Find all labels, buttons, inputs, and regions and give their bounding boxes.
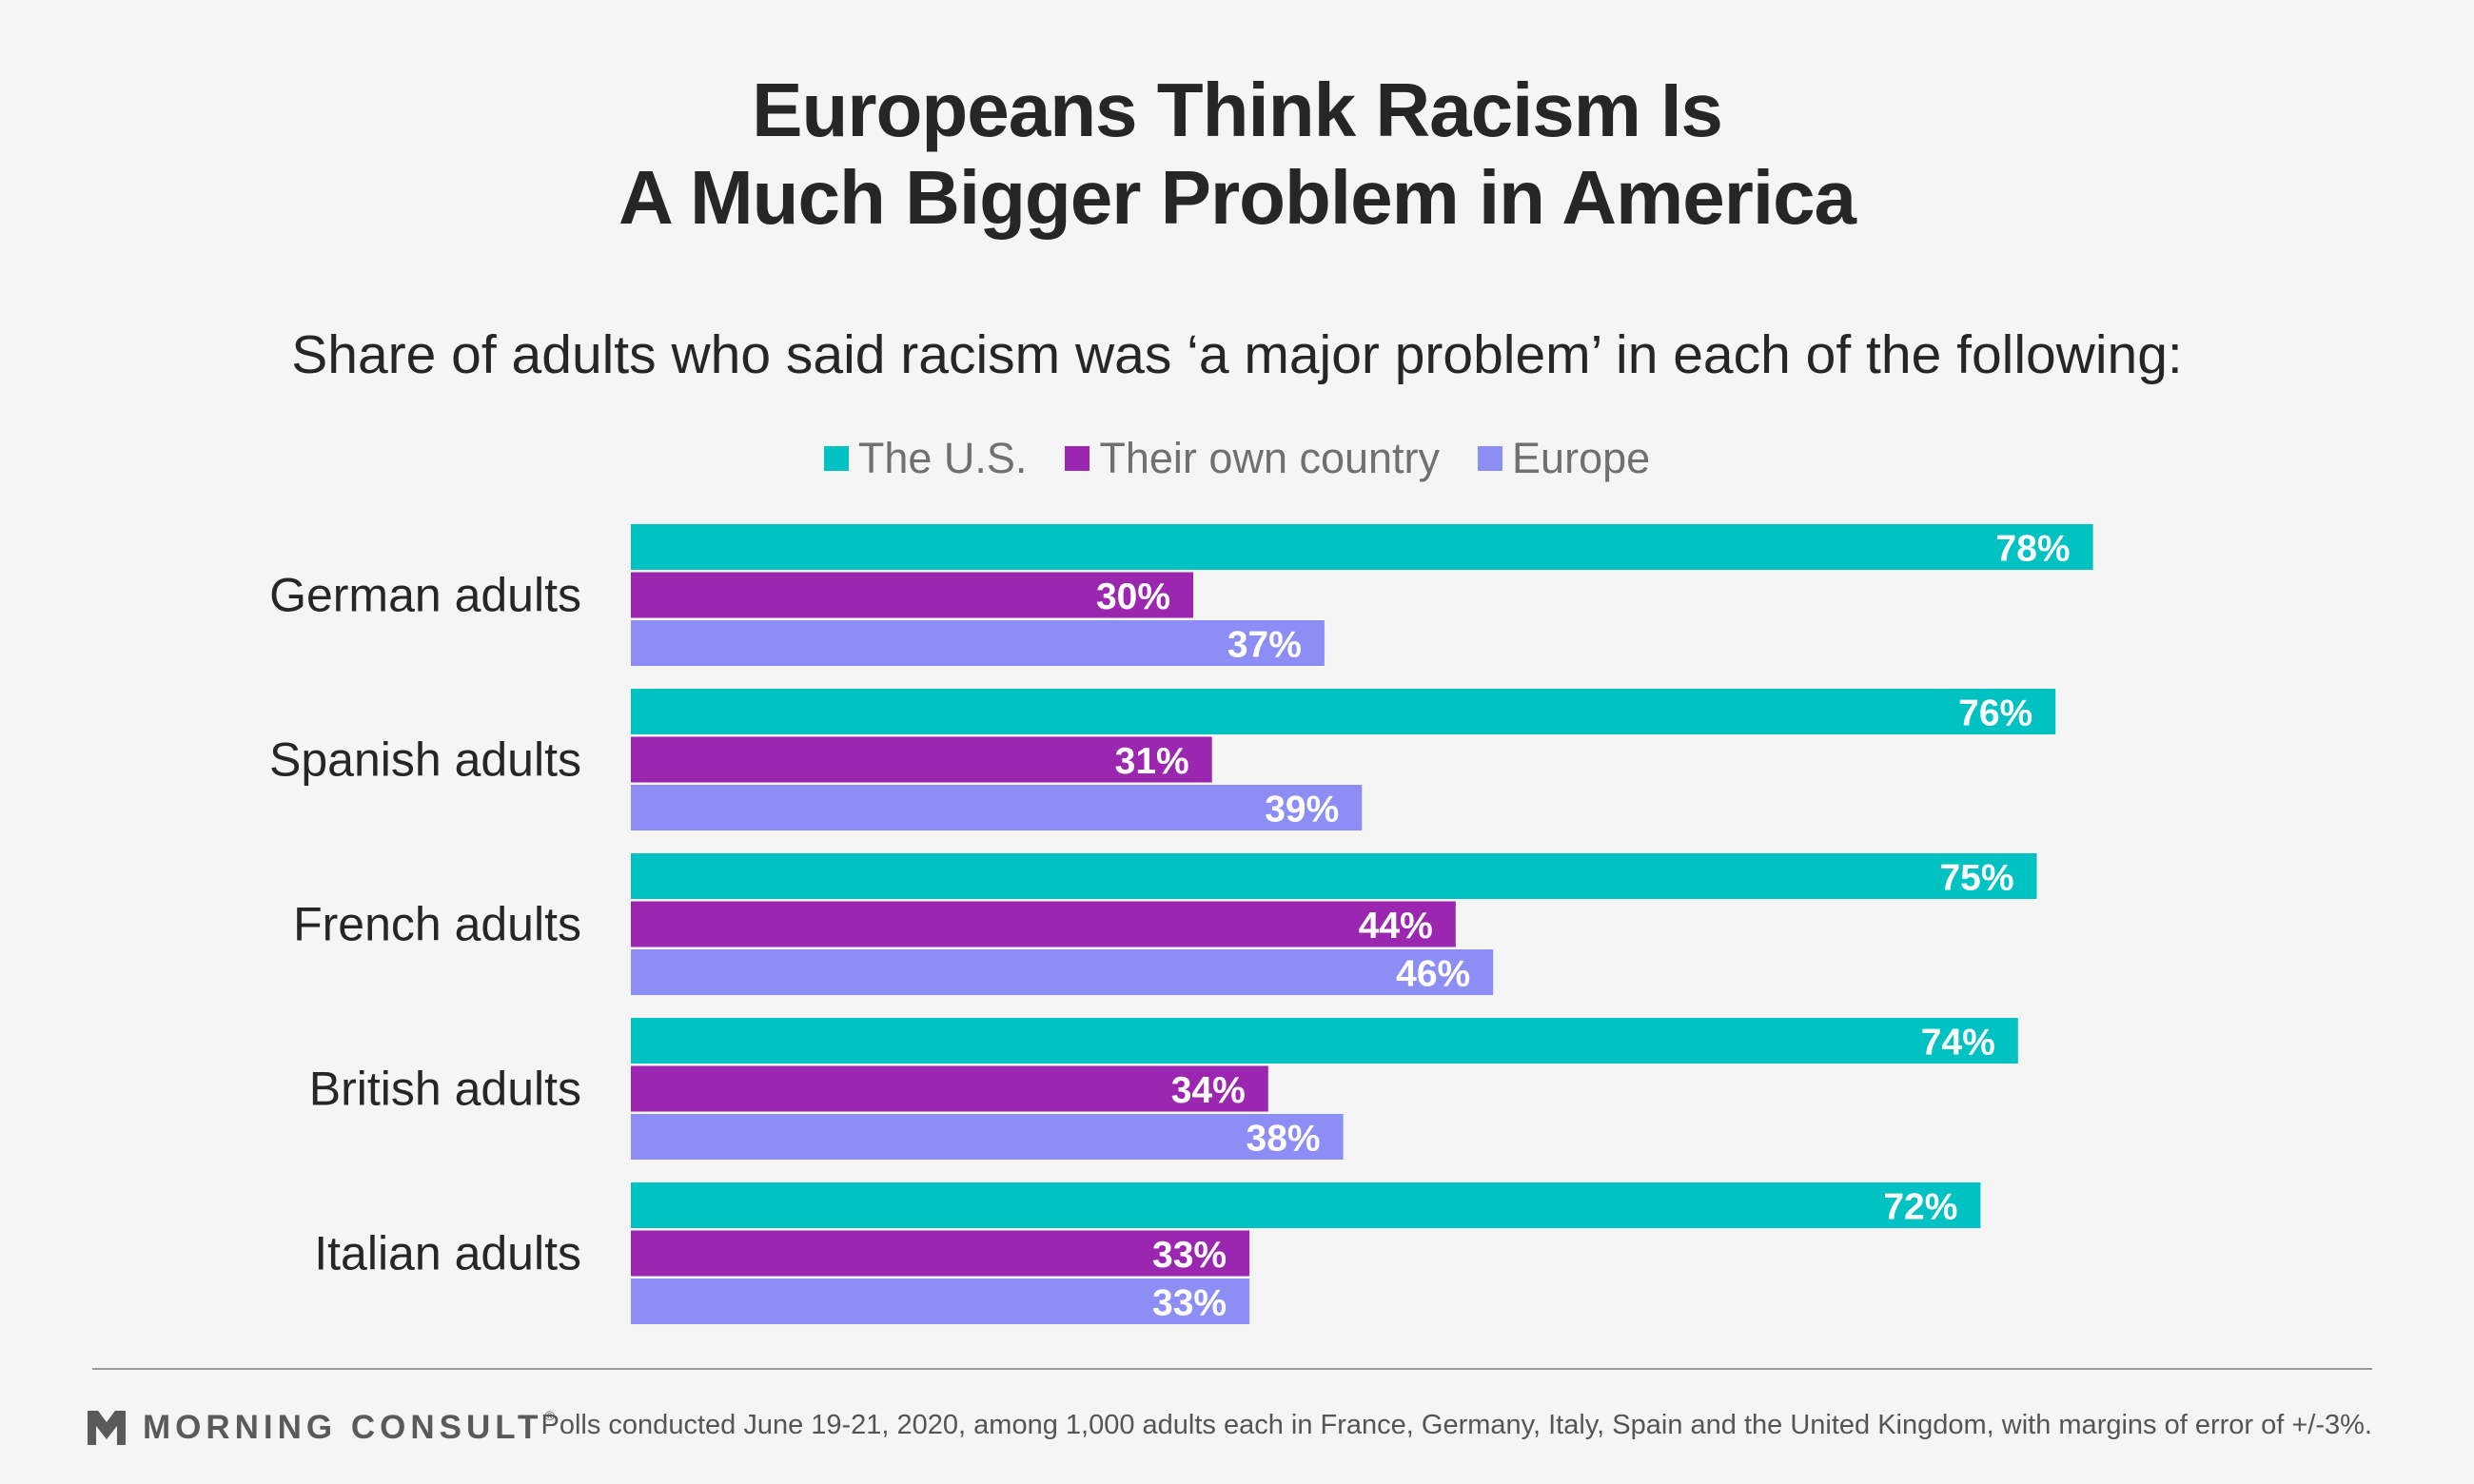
- chart-subtitle: Share of adults who said racism was ‘a m…: [291, 324, 2183, 385]
- bar-value-label: 78%: [1996, 529, 2071, 570]
- bar: [631, 689, 2056, 734]
- bar-value-label: 74%: [1921, 1023, 1995, 1064]
- bar: [631, 1182, 1981, 1228]
- bar-value-label: 38%: [1247, 1119, 1321, 1160]
- legend-item-us: The U.S.: [823, 434, 1028, 483]
- bar-value-label: 33%: [1152, 1283, 1227, 1324]
- bar-value-label: 34%: [1171, 1070, 1246, 1111]
- legend-item-europe: Europe: [1478, 434, 1650, 483]
- chart-title-line-1: Europeans Think Racism Is: [752, 68, 1723, 152]
- category-label: British adults: [309, 1063, 581, 1116]
- bar-value-label: 30%: [1096, 576, 1170, 617]
- bar-value-label: 46%: [1396, 954, 1470, 995]
- bar-value-label: 31%: [1115, 741, 1189, 782]
- bar: [631, 524, 2093, 570]
- bar-value-label: 75%: [1939, 858, 2013, 899]
- chart-title-line-2: A Much Bigger Problem in America: [618, 155, 1856, 240]
- bar-value-label: 39%: [1265, 790, 1339, 830]
- bar: [631, 949, 1494, 995]
- legend-label-europe: Europe: [1512, 434, 1651, 482]
- legend-item-own-country: Their own country: [1065, 434, 1440, 483]
- bar: [631, 1114, 1344, 1160]
- bar: [631, 1018, 2018, 1064]
- brand-name: MORNING CONSULT: [143, 1409, 543, 1446]
- bar: [631, 901, 1456, 947]
- bar-value-label: 33%: [1152, 1235, 1227, 1276]
- bar: [631, 1065, 1268, 1112]
- registered-mark-icon: ®: [544, 1408, 555, 1423]
- bar: [631, 785, 1363, 830]
- morning-consult-logo-icon: [88, 1411, 126, 1445]
- bar: [631, 620, 1325, 666]
- legend-swatch-us: [823, 446, 849, 471]
- source-note: Polls conducted June 19-21, 2020, among …: [540, 1410, 2372, 1440]
- legend-swatch-europe: [1478, 446, 1503, 471]
- legend-label-us: The U.S.: [857, 434, 1028, 482]
- legend-swatch-own-country: [1065, 446, 1090, 471]
- bar: [631, 572, 1193, 618]
- category-label: German adults: [269, 569, 581, 622]
- bar-value-label: 72%: [1883, 1187, 1957, 1228]
- bar-value-label: 44%: [1359, 906, 1433, 947]
- bar: [631, 1279, 1250, 1324]
- bar-value-label: 37%: [1227, 625, 1302, 666]
- footer-divider: [92, 1368, 2372, 1370]
- brand: MORNING CONSULT ®: [88, 1404, 555, 1452]
- bar: [631, 736, 1212, 783]
- bar: [631, 853, 2037, 899]
- chart-legend: The U.S. Their own country Europe: [0, 430, 2474, 487]
- bar: [631, 1230, 1250, 1277]
- bar-value-label: 76%: [1958, 693, 2032, 734]
- legend-label-own-country: Their own country: [1099, 434, 1441, 482]
- category-label: Spanish adults: [269, 733, 581, 787]
- category-label: French adults: [293, 898, 581, 951]
- category-label: Italian adults: [314, 1227, 581, 1280]
- chart-title: Europeans Think Racism Is A Much Bigger …: [0, 67, 2474, 242]
